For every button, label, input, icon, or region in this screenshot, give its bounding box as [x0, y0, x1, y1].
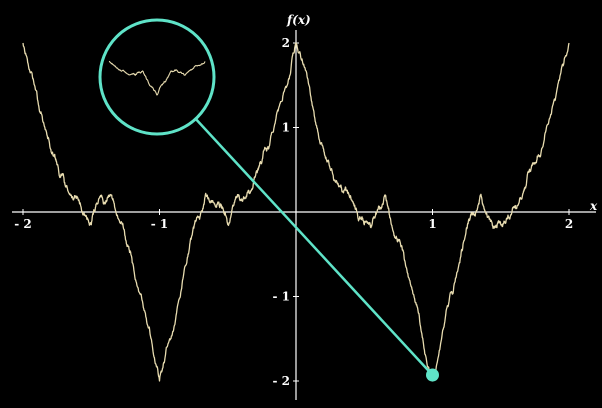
x-tick-label: - 1: [151, 217, 169, 231]
y-tick-label: - 1: [272, 290, 290, 304]
axes: - 2 - 1 1 2 2 1 - 1 - 2: [12, 30, 596, 400]
y-axis-label: f(x): [286, 13, 311, 27]
y-tick-label: 1: [282, 121, 290, 135]
x-tick-label: 2: [565, 217, 573, 231]
zoom-connector-line: [194, 118, 434, 376]
zoom-marker-point: [426, 368, 439, 382]
y-tick-label: 2: [282, 36, 290, 50]
zoom-circle: [98, 18, 216, 136]
series-line: [22, 42, 570, 382]
x-tick-label: - 2: [14, 217, 32, 231]
zoom-detail-curve: [108, 60, 206, 96]
zoom-layer: [98, 18, 439, 382]
x-axis-label: x: [589, 199, 598, 213]
curve-layer: [22, 42, 570, 382]
y-tick-label: - 2: [272, 374, 290, 388]
x-tick-label: 1: [428, 217, 436, 231]
